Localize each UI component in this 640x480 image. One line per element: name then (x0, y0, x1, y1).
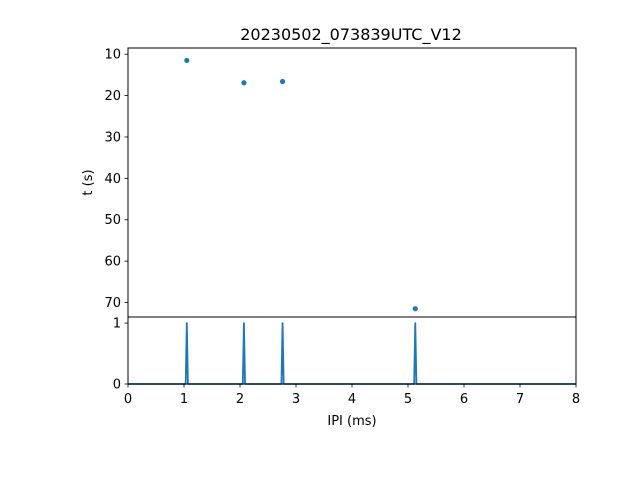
scatter-y-tick-label-2: 30 (104, 130, 121, 145)
histogram-x-tick-label-0: 0 (124, 392, 132, 407)
scatter-point-2 (279, 78, 286, 85)
histogram-x-tick-label-3: 3 (292, 392, 300, 407)
scatter-y-ticks: 10 20 30 40 50 60 70 (104, 48, 128, 311)
histogram-axes-frame (127, 316, 577, 385)
scatter-y-tick-label-5: 60 (104, 255, 121, 270)
scatter-point-3 (412, 306, 418, 312)
scatter-y-tick-label-4: 50 (104, 213, 121, 228)
scatter-y-tick-label-0: 10 (104, 48, 121, 63)
histogram-x-tick-label-1: 1 (180, 392, 188, 407)
histogram-x-tick-label-6: 6 (460, 392, 468, 407)
scatter-point-0 (184, 57, 190, 64)
histogram-x-tick-label-2: 2 (236, 392, 244, 407)
chart-title: 20230502_073839UTC_V12 (240, 25, 462, 45)
scatter-marks (184, 57, 418, 312)
scatter-point-1 (241, 80, 247, 86)
scatter-y-tick-label-6: 70 (104, 296, 121, 311)
scatter-y-tick-label-3: 40 (104, 172, 121, 187)
histogram-x-axis-label: IPI (ms) (327, 414, 376, 429)
scatter-y-axis-label: t (s) (81, 169, 96, 195)
scatter-y-tick-label-1: 20 (104, 89, 121, 104)
histogram-x-tick-label-8: 8 (572, 392, 580, 407)
histogram-y-tick-label-1: 1 (113, 317, 121, 332)
histogram-x-tick-label-4: 4 (348, 392, 356, 407)
histogram-x-tick-label-5: 5 (404, 392, 412, 407)
histogram-ticks: 0 1 2 3 4 5 6 7 8 0 1 (113, 317, 580, 407)
histogram-x-tick-label-7: 7 (516, 392, 524, 407)
histogram-axes: 0 1 2 3 4 5 6 7 8 0 1 IPI (ms) (113, 316, 580, 429)
histogram-y-tick-label-0: 0 (113, 378, 121, 393)
